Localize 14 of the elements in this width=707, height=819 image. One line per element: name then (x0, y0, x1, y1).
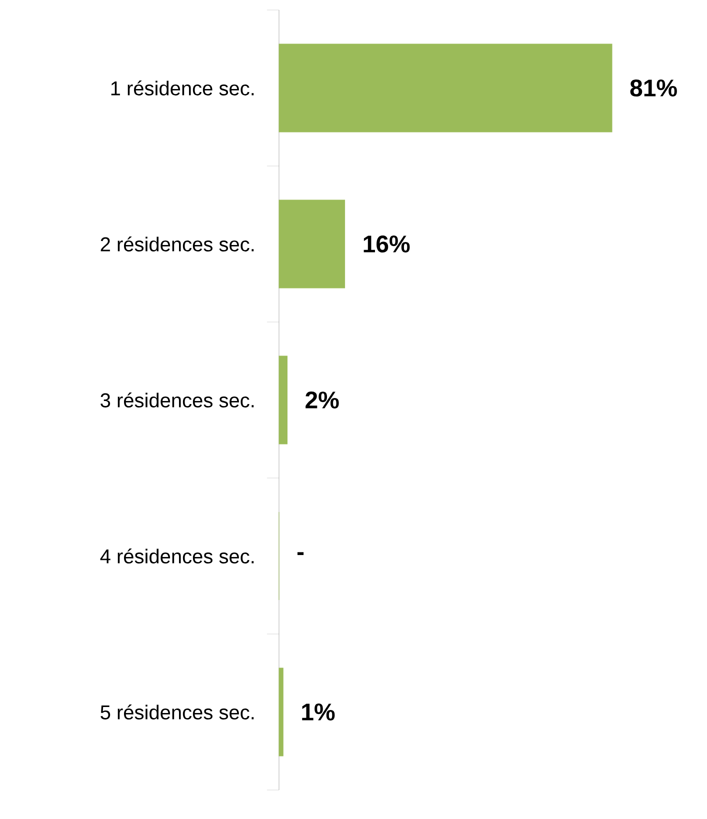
y-tick-label: 4 résidences sec. (100, 548, 254, 564)
bar (278, 668, 284, 756)
bar (278, 44, 612, 132)
y-tick-label: 1 résidence sec. (111, 80, 254, 96)
bar (278, 356, 288, 444)
data-label: 2% (306, 392, 339, 408)
data-label: 81% (630, 80, 677, 96)
data-label: 1% (302, 704, 335, 720)
bar (278, 200, 346, 288)
y-tick-label: 2 résidences sec. (100, 236, 254, 252)
data-label: 16% (364, 236, 410, 252)
data-label: - (297, 552, 304, 556)
y-tick-label: 3 résidences sec. (100, 392, 254, 408)
y-tick-label: 5 résidences sec. (100, 704, 254, 720)
